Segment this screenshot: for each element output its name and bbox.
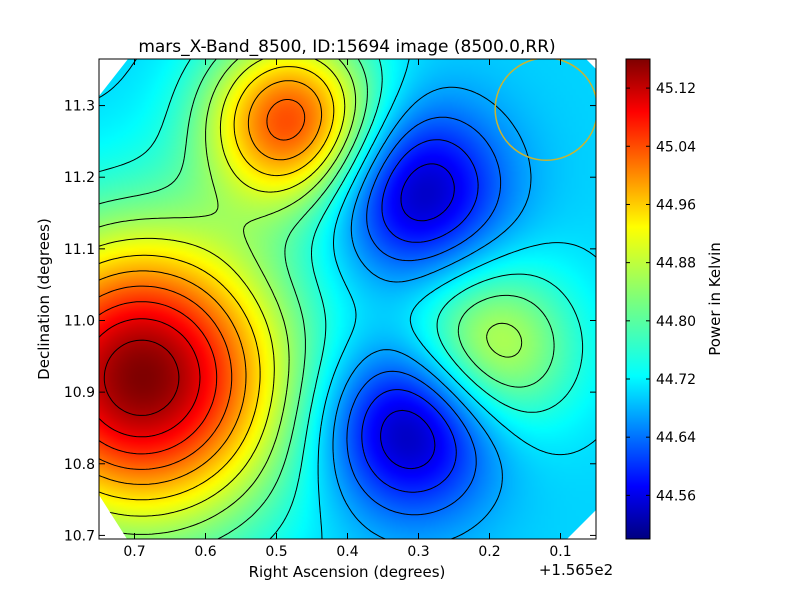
y-axis: 10.7 10.8 10.9 11.0 11.1 11.2 11.3 bbox=[64, 99, 596, 544]
heatmap-image bbox=[99, 59, 596, 539]
contour-line bbox=[332, 86, 532, 539]
colorbar-gradient bbox=[626, 59, 650, 539]
y-tick-label: 11.2 bbox=[64, 170, 95, 186]
x-axis: 0.7 0.6 0.5 0.4 0.3 0.2 0.1 bbox=[123, 59, 572, 560]
x-tick-label: 0.3 bbox=[407, 544, 429, 560]
x-tick-label: 0.6 bbox=[194, 544, 216, 560]
y-tick-label: 11.0 bbox=[64, 313, 95, 329]
colorbar-tick-label: 44.56 bbox=[656, 488, 696, 504]
contour-line bbox=[99, 318, 201, 438]
colorbar-tick-label: 44.72 bbox=[656, 372, 696, 388]
x-axis-offset-text: +1.565e2 bbox=[539, 561, 613, 579]
contour-line bbox=[99, 99, 306, 470]
beam-circle-marker bbox=[494, 59, 596, 162]
colorbar-tick-label: 44.64 bbox=[656, 430, 696, 446]
contour-line bbox=[99, 59, 584, 539]
chart-title: mars_X-Band_8500, ID:15694 image (8500.0… bbox=[138, 37, 555, 57]
y-tick-label: 10.7 bbox=[64, 528, 95, 544]
colorbar-tick-label: 45.04 bbox=[656, 139, 696, 155]
y-axis-label: Declination (degrees) bbox=[35, 218, 53, 380]
colorbar-tick-label: 45.12 bbox=[656, 81, 696, 97]
colorbar-tick-label: 44.96 bbox=[656, 197, 696, 213]
colorbar-tick-label: 44.80 bbox=[656, 314, 696, 330]
x-tick-label: 0.5 bbox=[265, 544, 287, 560]
contour-line bbox=[99, 80, 323, 485]
colorbar-label: Power in Kelvin bbox=[706, 242, 724, 356]
y-tick-label: 10.9 bbox=[64, 385, 95, 401]
contour-line bbox=[346, 116, 502, 516]
contour-line bbox=[380, 163, 455, 470]
contour-line bbox=[103, 339, 180, 416]
x-tick-label: 0.2 bbox=[478, 544, 500, 560]
x-axis-label: Right Ascension (degrees) bbox=[249, 563, 446, 581]
contour-line bbox=[99, 59, 346, 517]
colorbar-axis: 44.56 44.64 44.72 44.80 44.88 44.96 45.04 45.12 bbox=[626, 81, 696, 504]
x-tick-label: 0.1 bbox=[549, 544, 571, 560]
y-tick-label: 11.3 bbox=[64, 99, 95, 115]
colorbar-tick-label: 44.88 bbox=[656, 256, 696, 272]
contour-line bbox=[99, 59, 523, 535]
y-tick-label: 11.1 bbox=[64, 242, 95, 258]
contour-line bbox=[99, 59, 555, 539]
contour-lines bbox=[99, 59, 596, 539]
x-tick-label: 0.4 bbox=[336, 544, 358, 560]
x-tick-label: 0.7 bbox=[123, 544, 145, 560]
contour-line bbox=[361, 139, 479, 493]
y-tick-label: 10.8 bbox=[64, 457, 95, 473]
colorbar-frame bbox=[625, 58, 651, 540]
contour-line bbox=[99, 301, 218, 455]
contour-line bbox=[99, 59, 596, 539]
